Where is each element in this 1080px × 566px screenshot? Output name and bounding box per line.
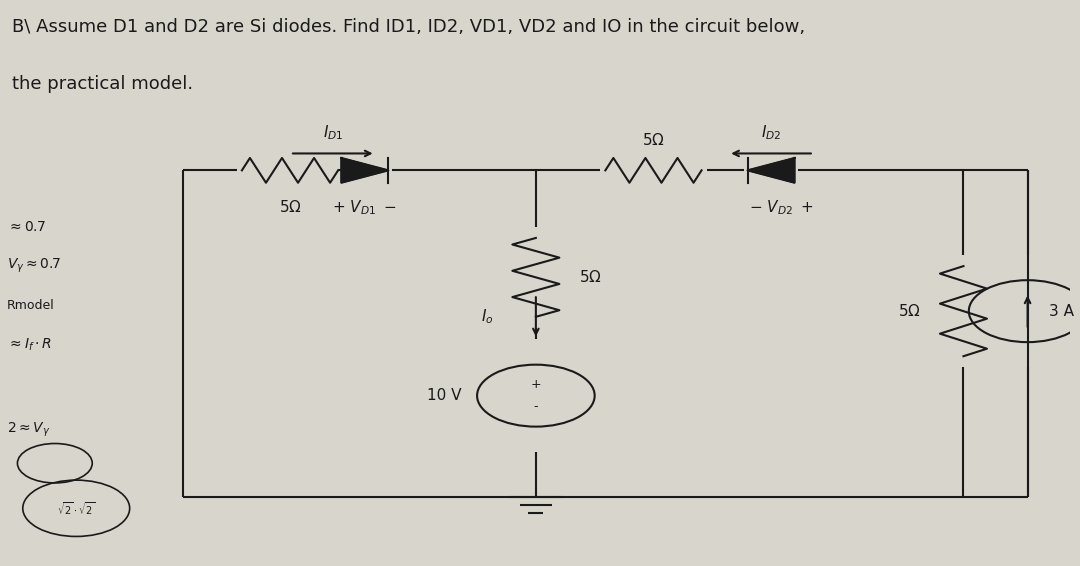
Text: $5\Omega$: $5\Omega$ (279, 199, 301, 215)
Polygon shape (747, 158, 795, 183)
Text: $I_o$: $I_o$ (481, 307, 494, 326)
Text: $2 \approx V_\gamma$: $2 \approx V_\gamma$ (6, 421, 51, 439)
Text: $V_\gamma \approx 0.7$: $V_\gamma \approx 0.7$ (6, 257, 62, 275)
Text: $\approx I_f \cdot R$: $\approx I_f \cdot R$ (6, 337, 52, 353)
Text: $5\Omega$: $5\Omega$ (642, 132, 665, 148)
Text: Rmodel: Rmodel (6, 299, 54, 312)
Text: B\ Assume D1 and D2 are Si diodes. Find ID1, ID2, VD1, VD2 and IO in the circuit: B\ Assume D1 and D2 are Si diodes. Find … (12, 18, 806, 36)
Text: +: + (530, 378, 541, 391)
Text: -: - (534, 400, 538, 413)
Text: $5\Omega$: $5\Omega$ (579, 269, 602, 285)
Text: $-\ V_{D2}\ +$: $-\ V_{D2}\ +$ (750, 199, 814, 217)
Text: $I_{D1}$: $I_{D1}$ (323, 123, 343, 142)
Text: the practical model.: the practical model. (12, 75, 193, 93)
Text: $I_{D2}$: $I_{D2}$ (760, 123, 781, 142)
Text: $+\ V_{D1}\ -$: $+\ V_{D1}\ -$ (333, 199, 397, 217)
Text: $\approx 0.7$: $\approx 0.7$ (6, 220, 45, 234)
Text: $\sqrt{2}\cdot\sqrt{2}$: $\sqrt{2}\cdot\sqrt{2}$ (57, 500, 95, 517)
Text: 3 A: 3 A (1049, 304, 1074, 319)
Text: 10 V: 10 V (427, 388, 461, 403)
Polygon shape (341, 158, 389, 183)
Text: $5\Omega$: $5\Omega$ (897, 303, 920, 319)
